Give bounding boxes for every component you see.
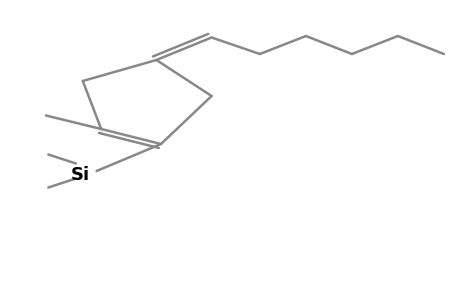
Text: Si: Si: [71, 167, 90, 184]
